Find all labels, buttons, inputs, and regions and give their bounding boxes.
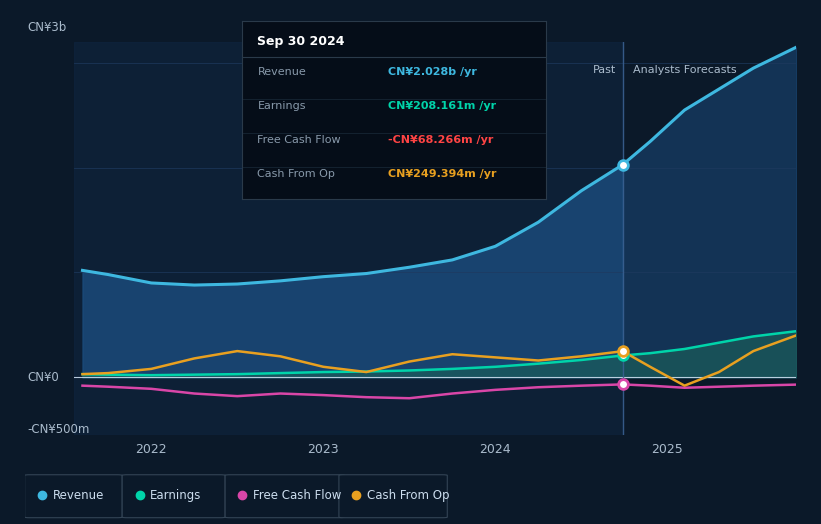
Bar [74, 42, 622, 435]
FancyBboxPatch shape [25, 475, 122, 518]
Text: Revenue: Revenue [53, 489, 104, 501]
Text: -CN¥68.266m /yr: -CN¥68.266m /yr [388, 135, 493, 145]
Text: CN¥3b: CN¥3b [27, 21, 67, 34]
Text: 2023: 2023 [308, 443, 339, 456]
Text: CN¥208.161m /yr: CN¥208.161m /yr [388, 101, 496, 111]
Text: Analysts Forecasts: Analysts Forecasts [633, 65, 736, 75]
Text: 2024: 2024 [479, 443, 511, 456]
Text: Past: Past [593, 65, 616, 75]
FancyBboxPatch shape [225, 475, 344, 518]
FancyBboxPatch shape [339, 475, 447, 518]
Text: 2022: 2022 [135, 443, 167, 456]
FancyBboxPatch shape [122, 475, 225, 518]
Text: Free Cash Flow: Free Cash Flow [258, 135, 341, 145]
Text: -CN¥500m: -CN¥500m [27, 423, 89, 436]
Text: Earnings: Earnings [258, 101, 306, 111]
Text: Cash From Op: Cash From Op [367, 489, 450, 501]
Text: 2025: 2025 [652, 443, 683, 456]
Text: Earnings: Earnings [150, 489, 202, 501]
Text: CN¥0: CN¥0 [27, 371, 58, 384]
Text: Free Cash Flow: Free Cash Flow [254, 489, 342, 501]
Text: CN¥249.394m /yr: CN¥249.394m /yr [388, 169, 497, 179]
Text: Sep 30 2024: Sep 30 2024 [258, 35, 345, 48]
Text: Cash From Op: Cash From Op [258, 169, 335, 179]
Text: Revenue: Revenue [258, 67, 306, 77]
Text: CN¥2.028b /yr: CN¥2.028b /yr [388, 67, 477, 77]
